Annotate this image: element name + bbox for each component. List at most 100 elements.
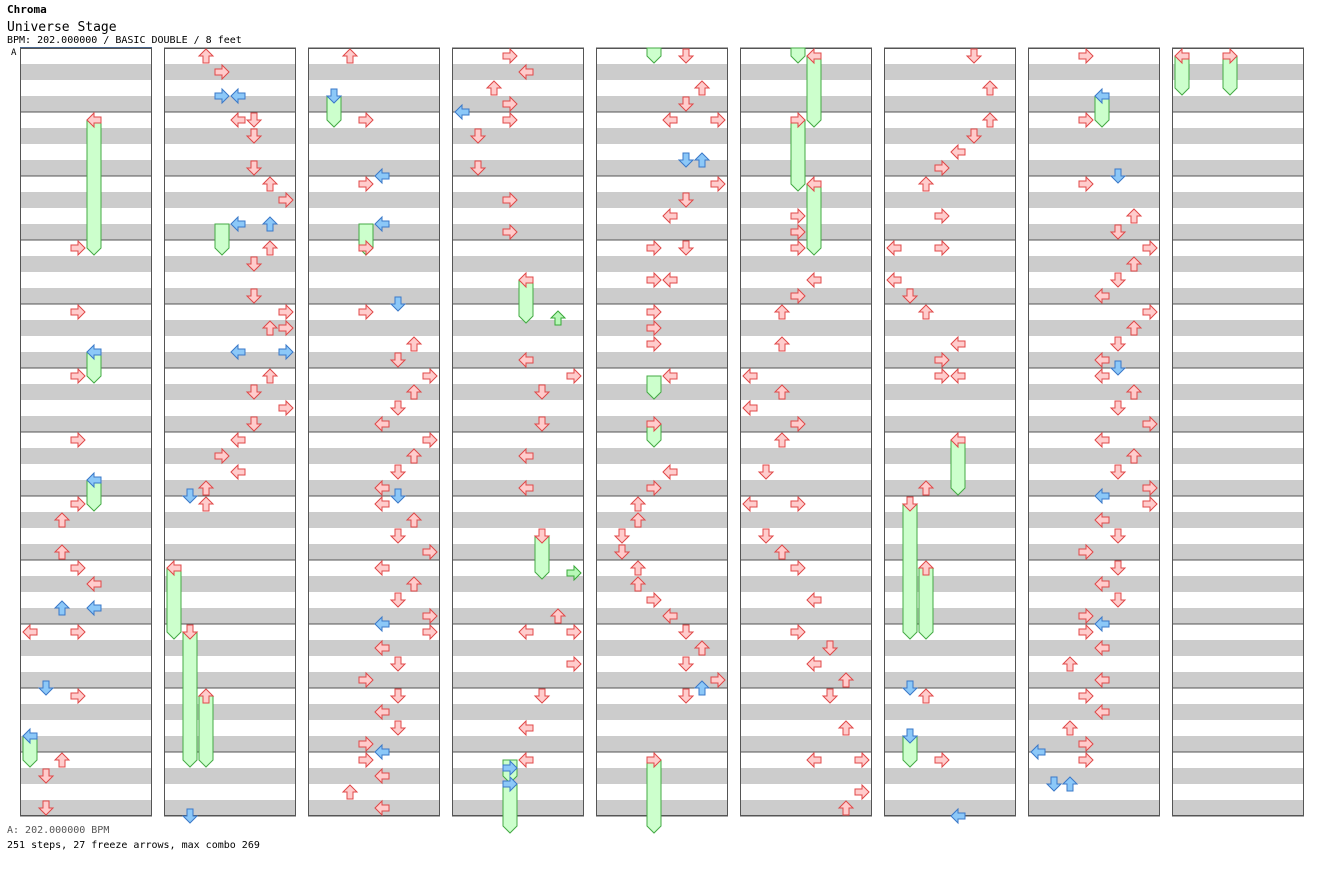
up-arrow — [341, 48, 359, 64]
column-border — [20, 48, 152, 816]
left-arrow — [662, 111, 678, 129]
beat-band — [596, 544, 728, 560]
down-arrow — [37, 768, 55, 784]
beat-band — [164, 480, 296, 496]
beat-band — [1172, 448, 1304, 464]
left-arrow — [518, 719, 534, 737]
beat-band — [884, 416, 1016, 432]
right-arrow — [70, 623, 86, 641]
beat-band — [1172, 256, 1304, 272]
left-arrow — [374, 615, 390, 633]
beat-band — [740, 416, 872, 432]
right-arrow — [790, 559, 806, 577]
beat-band — [20, 576, 152, 592]
beat-band — [596, 704, 728, 720]
left-arrow — [662, 271, 678, 289]
freeze-arrow — [806, 183, 822, 256]
down-arrow — [389, 720, 407, 736]
beat-band — [1172, 128, 1304, 144]
freeze-arrow — [646, 47, 662, 64]
up-arrow — [917, 560, 935, 576]
beat-band — [740, 736, 872, 752]
beat-band — [1028, 448, 1160, 464]
right-arrow — [646, 479, 662, 497]
beat-band — [20, 480, 152, 496]
beat-band — [740, 448, 872, 464]
down-arrow — [245, 288, 263, 304]
beat-band — [740, 224, 872, 240]
left-arrow — [518, 63, 534, 81]
column-border — [740, 48, 872, 816]
down-arrow — [469, 160, 487, 176]
down-arrow — [245, 416, 263, 432]
left-arrow — [1094, 671, 1110, 689]
right-arrow — [1078, 687, 1094, 705]
left-arrow — [230, 431, 246, 449]
up-arrow — [549, 310, 567, 326]
beat-band — [740, 192, 872, 208]
down-arrow — [325, 88, 343, 104]
beat-band — [452, 64, 584, 80]
beat-band — [740, 608, 872, 624]
right-arrow — [214, 447, 230, 465]
beat-band — [596, 800, 728, 816]
right-arrow — [790, 239, 806, 257]
beat-band — [308, 448, 440, 464]
beat-band — [740, 352, 872, 368]
right-arrow — [422, 367, 438, 385]
beat-band — [1028, 288, 1160, 304]
beat-band — [740, 96, 872, 112]
beat-band — [596, 672, 728, 688]
right-arrow — [358, 671, 374, 689]
down-arrow — [1109, 464, 1127, 480]
beat-band — [596, 416, 728, 432]
down-arrow — [533, 528, 551, 544]
right-arrow — [70, 687, 86, 705]
up-arrow — [773, 544, 791, 560]
right-arrow — [790, 223, 806, 241]
left-arrow — [742, 367, 758, 385]
right-arrow — [1078, 751, 1094, 769]
left-arrow — [950, 431, 966, 449]
up-arrow — [773, 336, 791, 352]
left-arrow — [374, 743, 390, 761]
down-arrow — [677, 656, 695, 672]
up-arrow — [405, 384, 423, 400]
beat-band — [884, 640, 1016, 656]
beat-band — [164, 544, 296, 560]
beat-band — [20, 128, 152, 144]
song-title: Chroma — [7, 3, 47, 16]
down-arrow — [757, 528, 775, 544]
right-arrow — [278, 319, 294, 337]
beat-band — [308, 416, 440, 432]
left-arrow — [886, 239, 902, 257]
beat-band — [20, 64, 152, 80]
beat-band — [452, 160, 584, 176]
up-arrow — [53, 544, 71, 560]
up-arrow — [917, 304, 935, 320]
right-arrow — [422, 543, 438, 561]
right-arrow — [502, 191, 518, 209]
down-arrow — [181, 624, 199, 640]
beat-band — [1028, 768, 1160, 784]
right-arrow — [502, 775, 518, 793]
down-arrow — [245, 384, 263, 400]
right-arrow — [566, 655, 582, 673]
beat-band — [1028, 800, 1160, 816]
beat-band — [1028, 224, 1160, 240]
beat-band — [20, 704, 152, 720]
up-arrow — [53, 512, 71, 528]
down-arrow — [245, 112, 263, 128]
beat-band — [740, 320, 872, 336]
down-arrow — [533, 384, 551, 400]
up-arrow — [1061, 720, 1079, 736]
right-arrow — [1142, 303, 1158, 321]
beat-band — [164, 128, 296, 144]
beat-band — [20, 768, 152, 784]
beat-band — [164, 224, 296, 240]
beat-band — [452, 544, 584, 560]
down-arrow — [37, 680, 55, 696]
chart-stats: 251 steps, 27 freeze arrows, max combo 2… — [7, 840, 260, 851]
down-arrow — [245, 256, 263, 272]
